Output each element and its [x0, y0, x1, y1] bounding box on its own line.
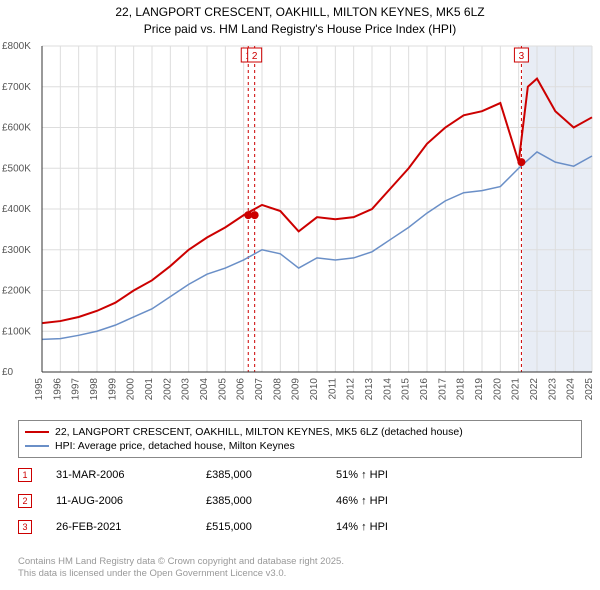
svg-text:2024: 2024 — [566, 378, 577, 401]
svg-text:£700K: £700K — [2, 82, 31, 93]
svg-text:£200K: £200K — [2, 286, 31, 297]
title-line2: Price paid vs. HM Land Registry's House … — [0, 21, 600, 38]
legend: 22, LANGPORT CRESCENT, OAKHILL, MILTON K… — [18, 420, 582, 458]
svg-text:2009: 2009 — [291, 378, 302, 401]
chart-title: 22, LANGPORT CRESCENT, OAKHILL, MILTON K… — [0, 0, 600, 38]
legend-row: 22, LANGPORT CRESCENT, OAKHILL, MILTON K… — [25, 425, 575, 439]
svg-text:2003: 2003 — [181, 378, 192, 401]
sale-price: £385,000 — [206, 495, 336, 507]
sale-price: £385,000 — [206, 469, 336, 481]
svg-text:2021: 2021 — [511, 378, 522, 401]
svg-text:2019: 2019 — [474, 378, 485, 401]
footnote: Contains HM Land Registry data © Crown c… — [18, 556, 344, 581]
svg-text:£800K: £800K — [2, 42, 31, 52]
svg-text:2002: 2002 — [162, 378, 173, 401]
svg-text:1997: 1997 — [71, 378, 82, 401]
svg-text:£600K: £600K — [2, 123, 31, 134]
sale-pct: 14% ↑ HPI — [336, 521, 582, 533]
svg-text:£0: £0 — [2, 367, 14, 378]
svg-text:£500K: £500K — [2, 163, 31, 174]
svg-text:2007: 2007 — [254, 378, 265, 401]
svg-text:2013: 2013 — [364, 378, 375, 401]
svg-text:£400K: £400K — [2, 204, 31, 215]
svg-text:1996: 1996 — [52, 378, 63, 401]
sale-pct: 46% ↑ HPI — [336, 495, 582, 507]
svg-text:2005: 2005 — [217, 378, 228, 401]
svg-text:1995: 1995 — [34, 378, 45, 401]
table-row: 3 26-FEB-2021£515,00014% ↑ HPI — [18, 514, 582, 540]
svg-text:2023: 2023 — [547, 378, 558, 401]
sale-marker: 2 — [18, 494, 32, 508]
table-row: 2 11-AUG-2006£385,00046% ↑ HPI — [18, 488, 582, 514]
line-chart: £0 £100K £200K £300K £400K £500K £600K £700K £80… — [0, 42, 600, 412]
svg-text:2017: 2017 — [437, 378, 448, 401]
sale-date: 11-AUG-2006 — [56, 495, 206, 507]
svg-text:1999: 1999 — [107, 378, 118, 401]
svg-text:2010: 2010 — [309, 378, 320, 401]
svg-text:2011: 2011 — [327, 378, 338, 400]
svg-text:2016: 2016 — [419, 378, 430, 401]
svg-text:2006: 2006 — [236, 378, 247, 401]
svg-text:2012: 2012 — [346, 378, 357, 401]
svg-text:2025: 2025 — [584, 378, 595, 401]
footnote-line2: This data is licensed under the Open Gov… — [18, 568, 344, 580]
sale-marker: 3 — [18, 520, 32, 534]
svg-text:2018: 2018 — [456, 378, 467, 401]
svg-text:2: 2 — [252, 51, 258, 62]
sale-date: 26-FEB-2021 — [56, 521, 206, 533]
sale-price: £515,000 — [206, 521, 336, 533]
title-line1: 22, LANGPORT CRESCENT, OAKHILL, MILTON K… — [0, 4, 600, 21]
svg-text:2008: 2008 — [272, 378, 283, 401]
legend-row: HPI: Average price, detached house, Milt… — [25, 439, 575, 453]
svg-text:£300K: £300K — [2, 245, 31, 256]
footnote-line1: Contains HM Land Registry data © Crown c… — [18, 556, 344, 568]
svg-text:2000: 2000 — [126, 378, 137, 401]
svg-text:2001: 2001 — [144, 378, 155, 401]
legend-label: 22, LANGPORT CRESCENT, OAKHILL, MILTON K… — [55, 426, 463, 438]
svg-text:2022: 2022 — [529, 378, 540, 401]
svg-text:2020: 2020 — [492, 378, 503, 401]
legend-swatch — [25, 445, 49, 447]
legend-swatch — [25, 431, 49, 433]
sales-table: 131-MAR-2006£385,00051% ↑ HPI211-AUG-200… — [18, 462, 582, 540]
sale-pct: 51% ↑ HPI — [336, 469, 582, 481]
svg-text:2014: 2014 — [382, 378, 393, 401]
svg-text:£100K: £100K — [2, 326, 31, 337]
sale-marker: 1 — [18, 468, 32, 482]
sale-date: 31-MAR-2006 — [56, 469, 206, 481]
legend-label: HPI: Average price, detached house, Milt… — [55, 440, 295, 452]
svg-text:3: 3 — [519, 51, 525, 62]
svg-text:2004: 2004 — [199, 378, 210, 401]
svg-text:2015: 2015 — [401, 378, 412, 401]
svg-text:1998: 1998 — [89, 378, 100, 401]
table-row: 1 31-MAR-2006£385,00051% ↑ HPI — [18, 462, 582, 488]
